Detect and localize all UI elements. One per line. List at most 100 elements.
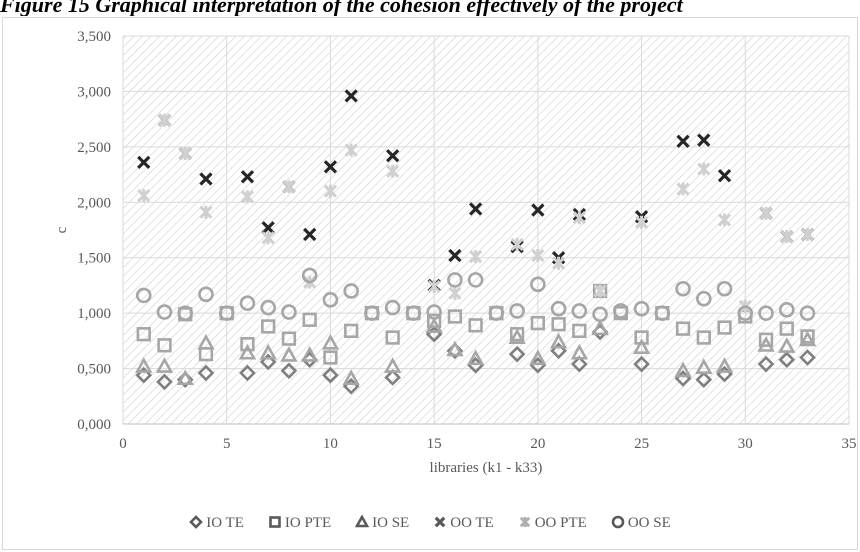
data-point <box>654 305 671 321</box>
data-point <box>383 357 402 373</box>
y-tick-label: 1,000 <box>77 306 111 322</box>
data-point <box>199 172 213 186</box>
data-point <box>695 290 712 307</box>
data-point <box>675 280 691 297</box>
data-point <box>157 338 172 353</box>
data-point <box>176 369 194 386</box>
data-point <box>778 337 796 353</box>
legend-marker-icon <box>354 514 370 528</box>
series-oo-pte <box>137 113 815 314</box>
data-point <box>323 350 338 365</box>
data-point <box>448 286 462 300</box>
data-point <box>198 286 214 303</box>
data-point <box>405 305 422 321</box>
x-tick-label: 5 <box>223 436 231 452</box>
data-point <box>779 321 794 336</box>
y-tick-label: 0,500 <box>77 362 111 378</box>
data-point <box>759 206 773 220</box>
legend-marker-icon <box>519 516 531 528</box>
data-point <box>344 323 359 339</box>
data-point <box>137 155 151 170</box>
legend-item: IO SE <box>354 514 409 532</box>
legend-marker-icon <box>434 516 446 528</box>
data-point <box>448 248 462 263</box>
data-point <box>135 366 153 384</box>
data-point <box>758 305 774 321</box>
data-point <box>799 349 816 366</box>
x-tick-label: 0 <box>119 436 127 452</box>
data-point <box>613 303 629 319</box>
data-point <box>178 146 192 161</box>
data-point <box>757 336 775 352</box>
data-point <box>280 362 298 380</box>
legend: IO TE IO PTE IO SE OO TE OO PTE OO SE <box>0 514 860 532</box>
data-point <box>425 317 443 333</box>
data-point <box>572 211 586 225</box>
data-point <box>323 184 338 198</box>
legend-item: IO PTE <box>268 515 331 532</box>
data-points <box>135 89 817 395</box>
data-point <box>572 323 587 339</box>
x-axis-label: libraries (k1 - k33) <box>430 460 543 476</box>
data-point <box>239 364 256 382</box>
y-tick-label: 0,000 <box>77 417 111 433</box>
x-tick-label: 25 <box>634 436 649 452</box>
data-point <box>240 337 255 352</box>
data-point <box>177 305 194 321</box>
data-point <box>199 205 213 219</box>
data-point <box>282 180 296 194</box>
data-point <box>384 369 401 386</box>
data-point <box>593 284 607 298</box>
data-point <box>676 134 690 148</box>
data-point <box>322 292 339 308</box>
data-point <box>634 215 649 229</box>
data-point <box>386 149 400 163</box>
data-point <box>632 338 651 355</box>
data-point <box>695 358 713 374</box>
series-io-se <box>135 317 817 386</box>
legend-marker <box>434 516 446 528</box>
legend-label: OO TE <box>450 515 494 531</box>
data-point <box>696 330 711 345</box>
data-point <box>137 189 151 203</box>
figure-caption: Figure 15 Graphical interpretation of th… <box>0 0 683 16</box>
legend-item: OO PTE <box>518 515 587 532</box>
data-point <box>757 355 775 373</box>
data-point <box>342 369 360 386</box>
data-point <box>156 304 173 320</box>
data-point <box>488 305 505 321</box>
data-point <box>510 237 524 251</box>
data-point <box>344 143 358 157</box>
x-tick-label: 10 <box>323 436 338 452</box>
data-point <box>778 351 796 369</box>
x-tick-label: 15 <box>427 436 442 452</box>
data-point <box>447 272 463 288</box>
data-point <box>261 231 275 245</box>
data-point <box>633 300 650 317</box>
data-point <box>550 300 567 317</box>
data-point <box>508 345 526 363</box>
data-point <box>676 182 690 196</box>
data-point <box>529 349 547 366</box>
data-point <box>260 299 277 316</box>
data-point <box>386 164 400 178</box>
data-point <box>197 364 215 382</box>
y-axis-label: c <box>54 226 70 233</box>
data-point <box>550 342 567 360</box>
data-point <box>240 190 255 204</box>
data-point <box>468 202 483 216</box>
data-point <box>364 305 380 321</box>
data-point <box>300 346 319 362</box>
data-point <box>778 302 795 318</box>
data-point <box>427 279 441 294</box>
legend-marker-icon <box>189 515 204 529</box>
data-point <box>717 169 732 183</box>
data-point <box>136 327 151 342</box>
data-point <box>697 162 711 176</box>
x-tick-label: 30 <box>738 436 753 452</box>
legend-label: IO TE <box>206 515 244 531</box>
data-point <box>135 357 153 373</box>
data-point <box>301 267 318 284</box>
data-point <box>509 303 525 319</box>
data-point <box>800 227 815 242</box>
